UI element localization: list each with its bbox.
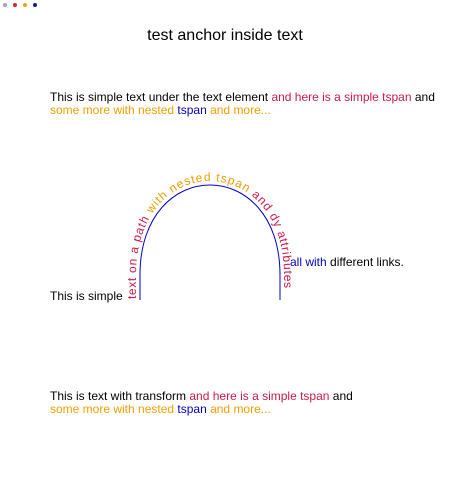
dy-attributes-link[interactable]: and dy attributes xyxy=(249,187,295,289)
some-more-link[interactable]: some more with nested xyxy=(50,103,177,117)
transform-and-text: and xyxy=(329,389,352,403)
path-left-label: This is simple xyxy=(50,289,123,303)
transform-text-line-1: This is text with transform and here is … xyxy=(50,389,353,403)
transform-text-line-2: some more with nested tspan and more... xyxy=(50,402,271,416)
simple-text-line-1: This is simple text under the text eleme… xyxy=(50,90,435,104)
and-text: and xyxy=(412,90,435,104)
plain-text: This is simple text under the text eleme… xyxy=(50,90,271,104)
transform-nested-tspan-link[interactable]: tspan xyxy=(177,402,206,416)
page-title: test anchor inside text xyxy=(147,27,303,44)
different-links-text: different links. xyxy=(327,255,404,269)
dot-lavender-icon xyxy=(3,3,7,7)
and-more-link[interactable]: and more... xyxy=(207,103,271,117)
transform-plain-text: This is text with transform xyxy=(50,389,189,403)
after-path-text: all with different links. xyxy=(290,255,404,269)
toolbar-dots xyxy=(3,3,37,7)
dot-red-icon xyxy=(13,3,17,7)
transform-tspan-link[interactable]: and here is a simple tspan xyxy=(189,389,329,403)
all-with-link[interactable]: all with xyxy=(290,255,327,269)
simple-tspan-link[interactable]: and here is a simple tspan xyxy=(271,90,411,104)
transform-some-more-link[interactable]: some more with nested xyxy=(50,402,177,416)
dot-navy-icon xyxy=(33,3,37,7)
nested-tspan-link[interactable]: tspan xyxy=(177,103,206,117)
dot-orange-icon xyxy=(23,3,27,7)
simple-text-line-2: some more with nested tspan and more... xyxy=(50,103,271,117)
transform-and-more-link[interactable]: and more... xyxy=(207,402,271,416)
text-on-path: text on a path with nested tspan and dy … xyxy=(125,170,295,299)
